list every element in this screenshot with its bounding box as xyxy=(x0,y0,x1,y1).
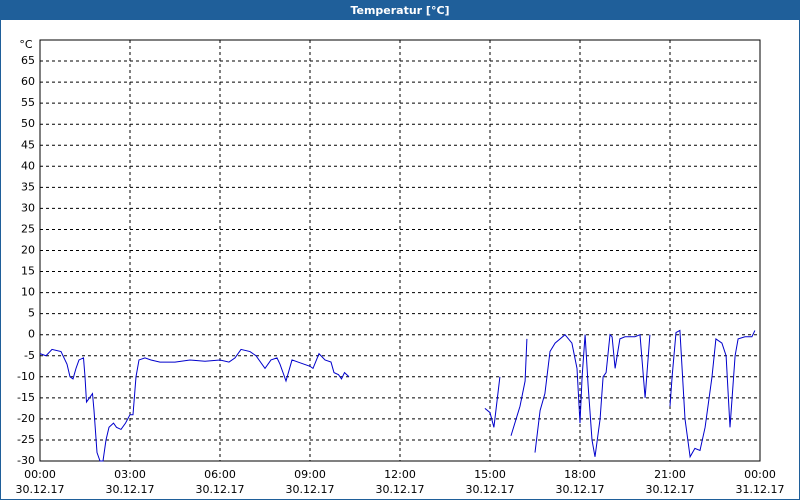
x-tick-label: 15:00 xyxy=(474,468,506,481)
y-tick-label: -15 xyxy=(17,391,35,404)
y-tick-label: 10 xyxy=(21,286,35,299)
x-tick-date: 30.12.17 xyxy=(286,483,335,496)
y-tick-label: 15 xyxy=(21,265,35,278)
x-tick-date: 30.12.17 xyxy=(106,483,155,496)
y-tick-label: 20 xyxy=(21,244,35,257)
line-segment xyxy=(484,376,501,428)
line-segment xyxy=(534,333,651,457)
y-tick-label: -25 xyxy=(17,433,35,446)
line-segment xyxy=(669,329,756,459)
y-tick-label: 45 xyxy=(21,138,35,151)
y-tick-label: 50 xyxy=(21,117,35,130)
y-tick-label: -10 xyxy=(17,370,35,383)
y-tick-label: -30 xyxy=(17,454,35,467)
x-tick-date: 30.12.17 xyxy=(376,483,425,496)
x-tick-label: 18:00 xyxy=(564,468,596,481)
x-tick-label: 00:00 xyxy=(24,468,56,481)
title-bar xyxy=(0,0,800,20)
y-tick-label: 5 xyxy=(28,307,35,320)
y-tick-label: 65 xyxy=(21,54,35,67)
y-tick-label: 55 xyxy=(21,96,35,109)
y-tick-label: 40 xyxy=(21,159,35,172)
line-segment xyxy=(39,348,350,462)
x-tick-label: 12:00 xyxy=(384,468,416,481)
x-tick-label: 09:00 xyxy=(294,468,326,481)
y-unit: °C xyxy=(19,38,33,51)
x-tick-label: 00:00 xyxy=(744,468,776,481)
x-tick-date: 31.12.17 xyxy=(736,483,785,496)
y-tick-label: 0 xyxy=(28,328,35,341)
x-tick-date: 30.12.17 xyxy=(196,483,245,496)
y-tick-label: 25 xyxy=(21,222,35,235)
y-tick-label: -5 xyxy=(24,349,35,362)
x-tick-label: 03:00 xyxy=(114,468,146,481)
x-tick-label: 21:00 xyxy=(654,468,686,481)
x-tick-date: 30.12.17 xyxy=(466,483,515,496)
x-tick-date: 30.12.17 xyxy=(16,483,65,496)
x-tick-date: 30.12.17 xyxy=(556,483,605,496)
x-tick-date: 30.12.17 xyxy=(646,483,695,496)
chart-title: Temperatur [°C] xyxy=(350,4,449,17)
y-tick-label: -20 xyxy=(17,412,35,425)
x-tick-label: 06:00 xyxy=(204,468,236,481)
line-segment xyxy=(510,338,528,436)
y-tick-label: 60 xyxy=(21,75,35,88)
y-tick-label: 30 xyxy=(21,201,35,214)
y-tick-label: 35 xyxy=(21,180,35,193)
